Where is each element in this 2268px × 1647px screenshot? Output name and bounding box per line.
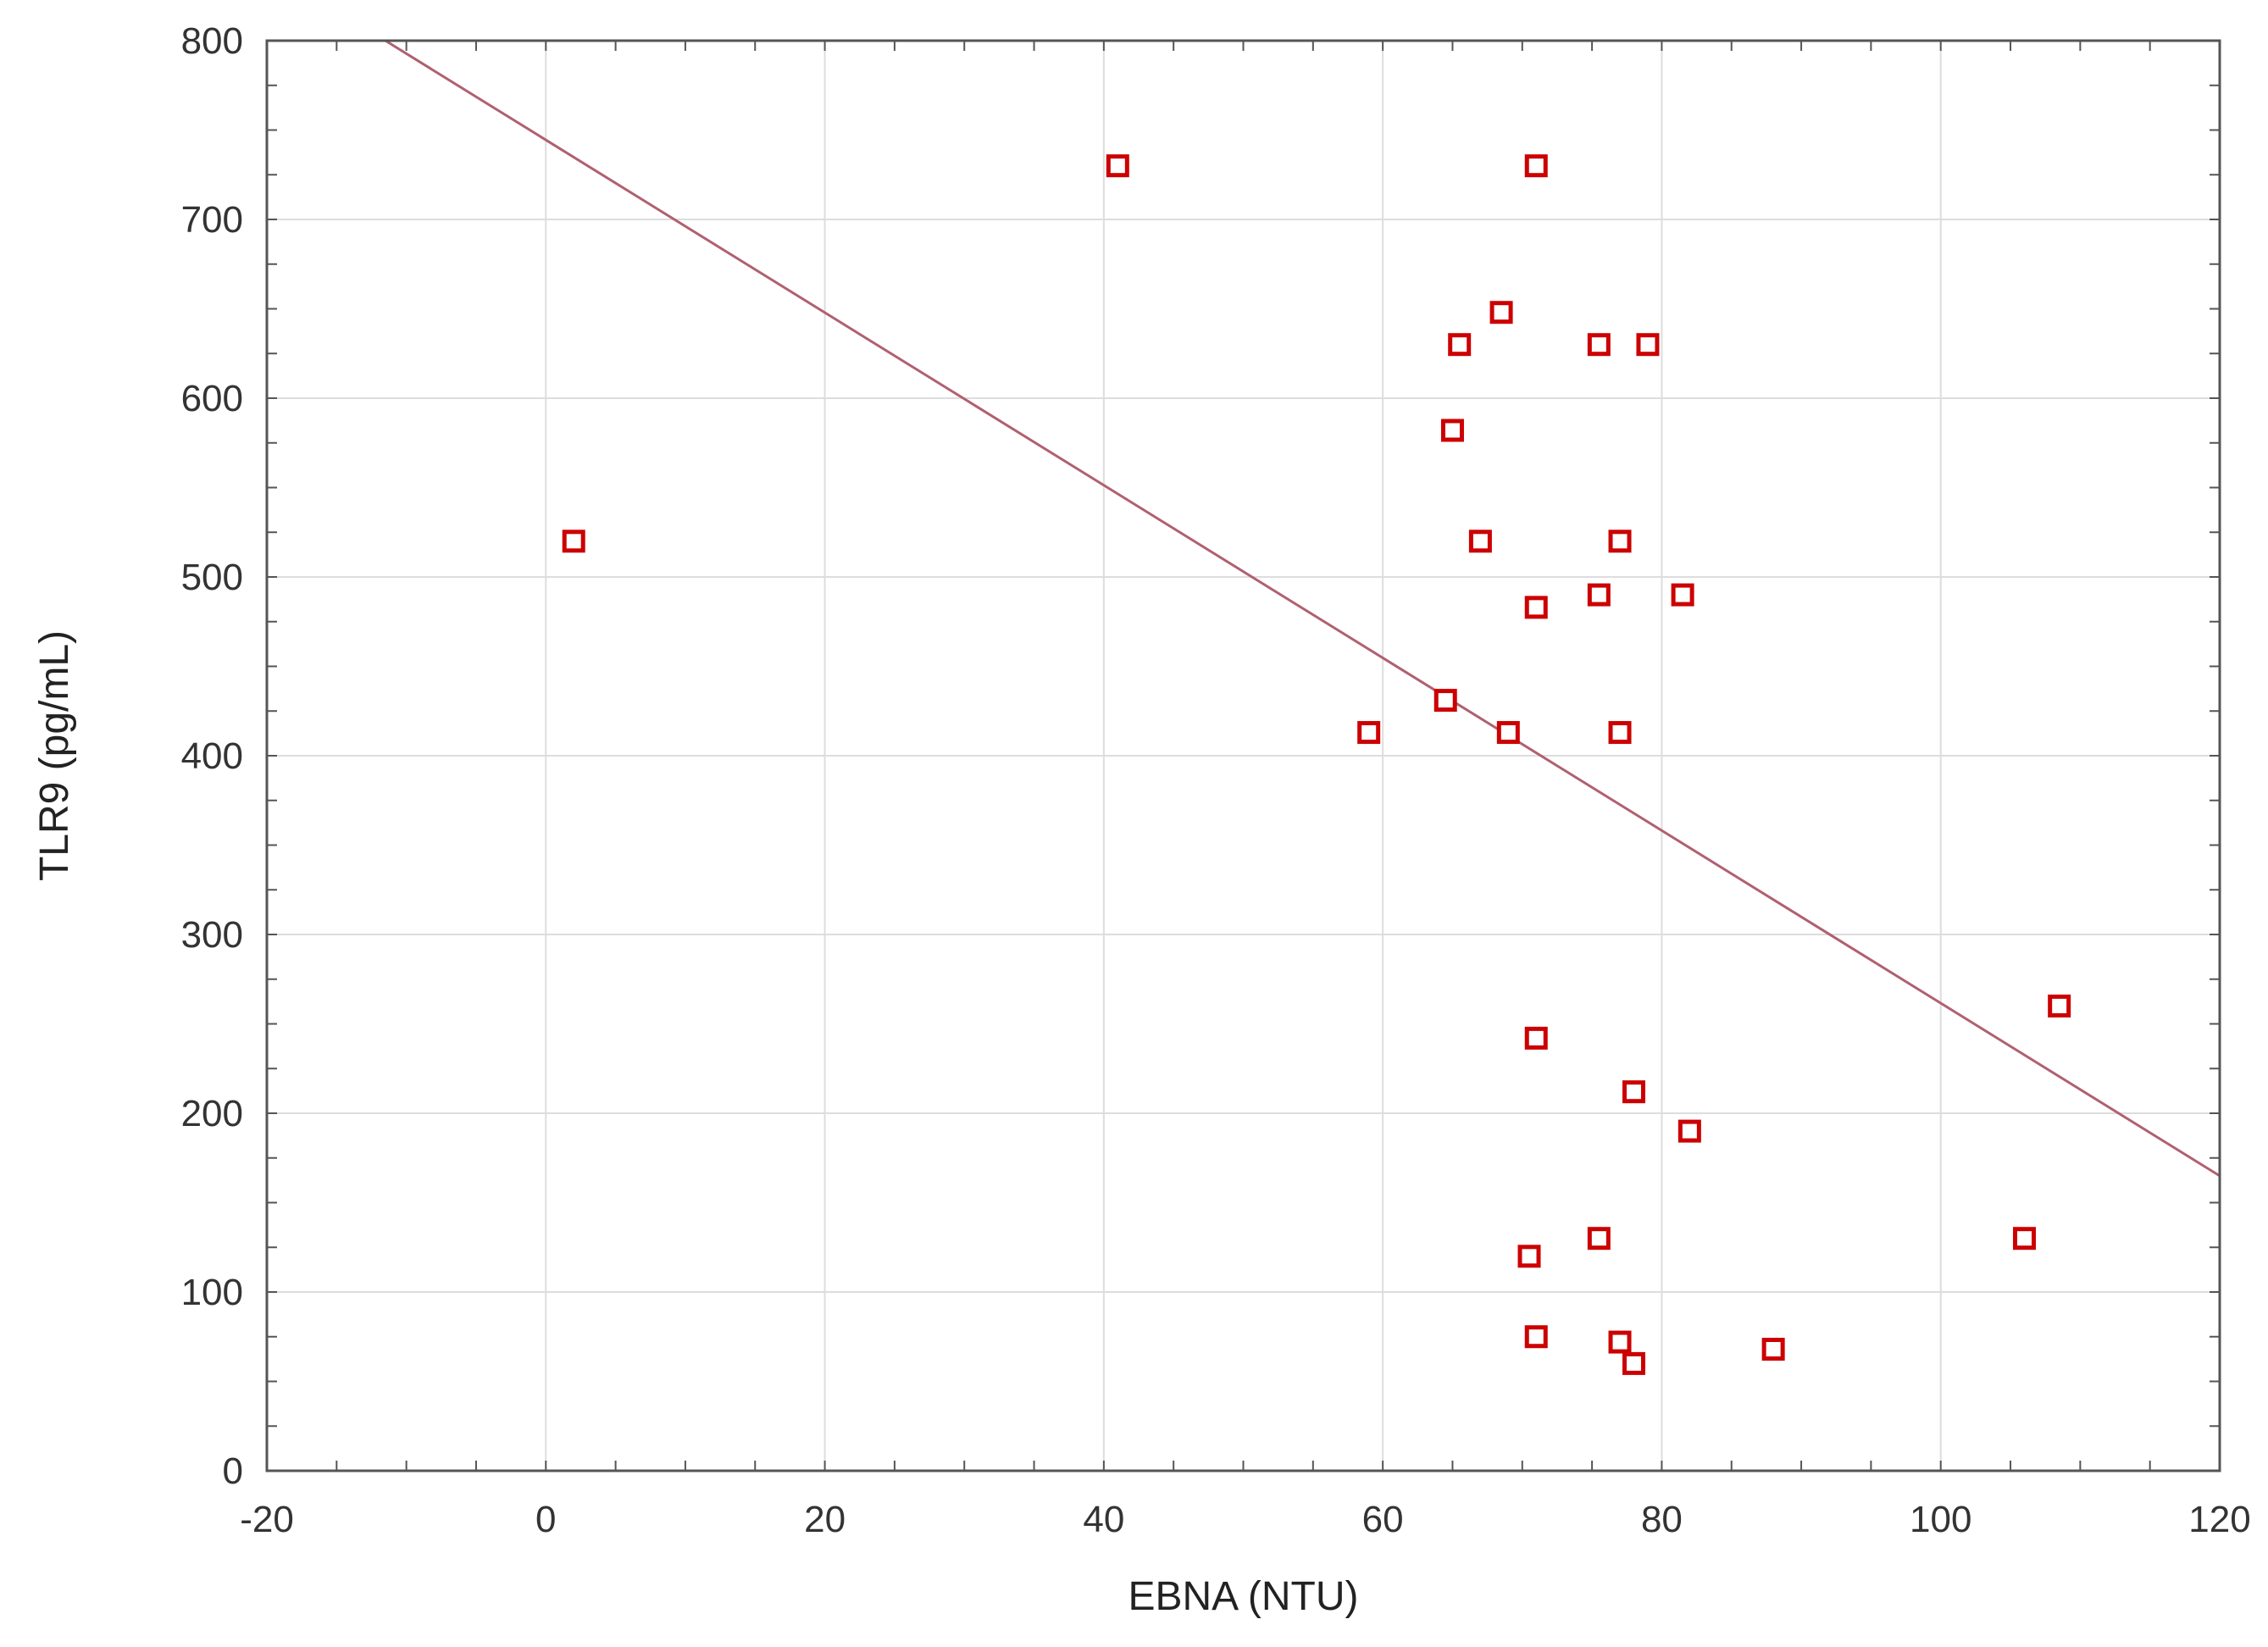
x-tick-label: 0 <box>535 1499 556 1540</box>
x-tick-label: 80 <box>1641 1499 1683 1540</box>
y-tick-label: 100 <box>181 1272 243 1313</box>
data-point <box>1468 530 1492 553</box>
y-tick-label: 500 <box>181 557 243 598</box>
data-point <box>1587 583 1611 607</box>
data-point <box>1608 530 1632 553</box>
y-tick-labels: 0 100 200 300 400 500 600 700 800 <box>181 20 243 1492</box>
data-point <box>1608 1330 1632 1354</box>
x-tick-label: 40 <box>1083 1499 1124 1540</box>
grid-lines <box>266 40 2221 1472</box>
x-tick-labels: -20 0 20 40 60 80 100 120 <box>240 1499 2251 1540</box>
y-tick-label: 0 <box>223 1450 243 1492</box>
data-point <box>1622 1351 1645 1375</box>
regression-line <box>385 39 2221 1178</box>
y-axis-title: TLR9 (pg/mL) <box>32 630 77 881</box>
data-point <box>1433 689 1457 713</box>
data-point <box>562 530 585 553</box>
data-point <box>1517 1245 1541 1268</box>
data-point <box>1524 596 1548 619</box>
data-point <box>1448 333 1472 357</box>
data-point <box>1671 583 1694 607</box>
x-tick-label: 20 <box>804 1499 846 1540</box>
data-point <box>1489 301 1513 324</box>
data-point <box>2013 1227 2036 1250</box>
y-tick-label: 400 <box>181 735 243 777</box>
regression-line-group <box>385 39 2221 1178</box>
minor-ticks <box>266 40 2221 1472</box>
data-point <box>1587 1227 1611 1250</box>
data-point <box>1608 721 1632 745</box>
data-point <box>1106 154 1129 178</box>
data-point <box>1587 333 1611 357</box>
data-point <box>1524 154 1548 178</box>
data-point <box>1524 1325 1548 1349</box>
data-point <box>2048 994 2071 1018</box>
data-point <box>1761 1338 1785 1361</box>
x-axis-title: EBNA (NTU) <box>1128 1574 1358 1619</box>
y-tick-label: 600 <box>181 378 243 419</box>
y-tick-label: 700 <box>181 199 243 241</box>
y-tick-label: 200 <box>181 1093 243 1134</box>
data-point <box>1496 721 1520 745</box>
data-point <box>1636 333 1660 357</box>
y-tick-label: 800 <box>181 20 243 62</box>
x-tick-label: 120 <box>2188 1499 2250 1540</box>
data-point <box>1357 721 1381 745</box>
data-point <box>1677 1119 1701 1143</box>
x-tick-label: -20 <box>240 1499 294 1540</box>
data-points <box>562 154 2071 1375</box>
x-tick-label: 60 <box>1362 1499 1404 1540</box>
data-point <box>1622 1080 1645 1104</box>
x-tick-label: 100 <box>1910 1499 1971 1540</box>
data-point <box>1440 419 1464 442</box>
data-point <box>1524 1026 1548 1050</box>
y-tick-label: 300 <box>181 914 243 956</box>
